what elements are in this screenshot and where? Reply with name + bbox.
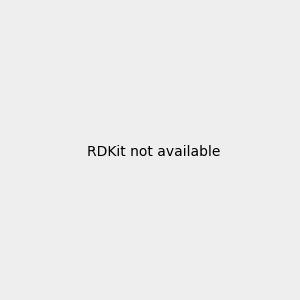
Text: RDKit not available: RDKit not available	[87, 145, 220, 158]
